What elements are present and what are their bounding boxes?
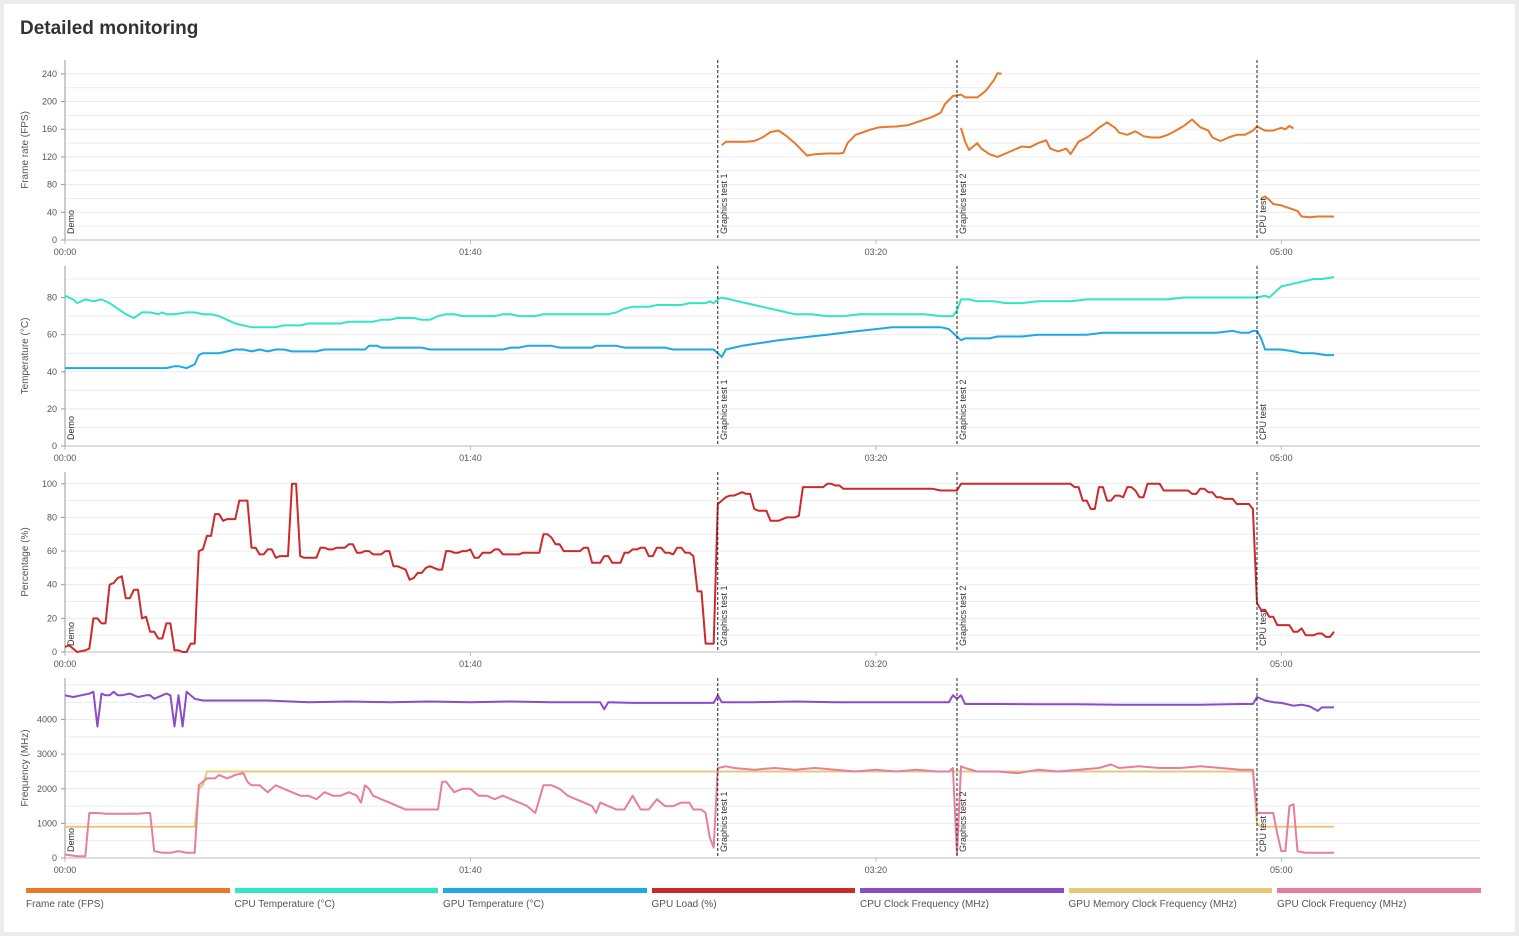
series-line bbox=[65, 326, 1334, 370]
x-tick-label: 03:20 bbox=[865, 659, 888, 669]
legend-label: GPU Memory Clock Frequency (MHz) bbox=[1068, 899, 1237, 910]
legend-swatch bbox=[651, 888, 855, 893]
y-tick-label: 4000 bbox=[37, 715, 57, 725]
legend: Frame rate (FPS) CPU Temperature (°C) GPU … bbox=[26, 888, 1486, 918]
phase-label: Graphics test 2 bbox=[958, 379, 968, 440]
x-tick-label: 00:00 bbox=[54, 865, 77, 875]
y-tick-label: 20 bbox=[47, 404, 57, 414]
legend-swatch bbox=[860, 888, 1064, 893]
x-tick-label: 00:00 bbox=[54, 659, 77, 669]
legend-item[interactable]: Frame rate (FPS) bbox=[26, 888, 230, 910]
x-tick-label: 05:00 bbox=[1270, 453, 1293, 463]
chart-3: 0 20 40 60 80 100 Percentage (%) 00:00 01:40 03:2… bbox=[20, 472, 1480, 669]
y-tick-label: 80 bbox=[47, 293, 57, 303]
phase-label: Graphics test 2 bbox=[958, 585, 968, 646]
legend-swatch bbox=[443, 888, 647, 893]
y-tick-label: 120 bbox=[42, 152, 57, 162]
legend-item[interactable]: GPU Temperature (°C) bbox=[443, 888, 647, 910]
x-tick-label: 05:00 bbox=[1270, 659, 1293, 669]
legend-item[interactable]: CPU Temperature (°C) bbox=[234, 888, 438, 910]
phase-label: CPU test bbox=[1258, 403, 1268, 440]
legend-label: GPU Load (%) bbox=[651, 899, 717, 910]
y-tick-label: 3000 bbox=[37, 749, 57, 759]
x-tick-label: 01:40 bbox=[459, 247, 482, 257]
phase-label: Graphics test 1 bbox=[719, 379, 729, 440]
y-tick-label: 200 bbox=[42, 97, 57, 107]
phase-label: CPU test bbox=[1258, 609, 1268, 646]
legend-swatch bbox=[26, 888, 230, 893]
chart-4: 0 1000 2000 3000 4000 Frequency (MHz) 00:00 01:… bbox=[20, 678, 1480, 875]
phase-label: Demo bbox=[66, 210, 76, 234]
y-tick-label: 0 bbox=[52, 235, 57, 245]
series-line bbox=[64, 276, 1335, 329]
y-tick-label: 160 bbox=[42, 124, 57, 134]
page-title: Detailed monitoring bbox=[20, 18, 199, 39]
y-tick-label: 40 bbox=[47, 207, 57, 217]
x-tick-label: 05:00 bbox=[1270, 865, 1293, 875]
y-tick-label: 80 bbox=[47, 180, 57, 190]
x-tick-label: 03:20 bbox=[865, 247, 888, 257]
y-axis-label: Frame rate (FPS) bbox=[20, 111, 31, 189]
series-line bbox=[64, 763, 1334, 858]
legend-swatch bbox=[1277, 888, 1481, 893]
y-axis-label: Temperature (°C) bbox=[20, 318, 31, 395]
x-tick-label: 00:00 bbox=[54, 247, 77, 257]
legend-item[interactable]: GPU Memory Clock Frequency (MHz) bbox=[1068, 888, 1272, 910]
y-tick-label: 20 bbox=[47, 613, 57, 623]
y-tick-label: 80 bbox=[47, 512, 57, 522]
chart-1: 0 40 80 120 160 200 240 Frame rate (FPS) 00:00 01… bbox=[20, 60, 1480, 257]
y-tick-label: 100 bbox=[42, 479, 57, 489]
legend-label: GPU Clock Frequency (MHz) bbox=[1277, 899, 1407, 910]
y-tick-label: 0 bbox=[52, 441, 57, 451]
legend-label: Frame rate (FPS) bbox=[26, 899, 104, 910]
series-line bbox=[721, 72, 1334, 219]
y-tick-label: 0 bbox=[52, 647, 57, 657]
chart-2: 0 20 40 60 80 Temperature (°C) 00:00 01:40 03:20… bbox=[20, 266, 1480, 463]
phase-label: CPU test bbox=[1258, 815, 1268, 852]
x-tick-label: 03:20 bbox=[865, 453, 888, 463]
x-tick-label: 05:00 bbox=[1270, 247, 1293, 257]
legend-label: CPU Temperature (°C) bbox=[234, 899, 336, 910]
x-tick-label: 03:20 bbox=[865, 865, 888, 875]
monitoring-panel: Detailed monitoring bbox=[4, 4, 1515, 932]
y-tick-label: 60 bbox=[47, 330, 57, 340]
phase-label: Graphics test 1 bbox=[719, 585, 729, 646]
y-tick-label: 60 bbox=[47, 546, 57, 556]
phase-label: CPU test bbox=[1258, 197, 1268, 234]
phase-label: Graphics test 2 bbox=[958, 791, 968, 852]
phase-label: Graphics test 1 bbox=[719, 791, 729, 852]
y-tick-label: 40 bbox=[47, 580, 57, 590]
series-line bbox=[64, 482, 1335, 653]
series-line bbox=[65, 770, 1334, 828]
phase-label: Graphics test 1 bbox=[719, 173, 729, 234]
phase-label: Demo bbox=[66, 416, 76, 440]
x-tick-label: 01:40 bbox=[459, 865, 482, 875]
y-axis-label: Frequency (MHz) bbox=[20, 729, 31, 806]
legend-item[interactable]: CPU Clock Frequency (MHz) bbox=[860, 888, 1064, 910]
phase-label: Demo bbox=[66, 828, 76, 852]
series-line bbox=[64, 690, 1334, 728]
x-tick-label: 00:00 bbox=[54, 453, 77, 463]
phase-label: Demo bbox=[66, 622, 76, 646]
y-tick-label: 0 bbox=[52, 853, 57, 863]
legend-swatch bbox=[1068, 888, 1272, 893]
x-tick-label: 01:40 bbox=[459, 453, 482, 463]
legend-label: CPU Clock Frequency (MHz) bbox=[860, 899, 989, 910]
phase-label: Graphics test 2 bbox=[958, 173, 968, 234]
legend-item[interactable]: GPU Load (%) bbox=[651, 888, 855, 910]
y-axis-label: Percentage (%) bbox=[20, 527, 31, 596]
legend-label: GPU Temperature (°C) bbox=[443, 899, 545, 910]
y-tick-label: 40 bbox=[47, 367, 57, 377]
legend-item[interactable]: GPU Clock Frequency (MHz) bbox=[1277, 888, 1481, 910]
y-tick-label: 2000 bbox=[37, 784, 57, 794]
legend-swatch bbox=[234, 888, 438, 893]
y-tick-label: 1000 bbox=[37, 818, 57, 828]
x-tick-label: 01:40 bbox=[459, 659, 482, 669]
y-tick-label: 240 bbox=[42, 69, 57, 79]
